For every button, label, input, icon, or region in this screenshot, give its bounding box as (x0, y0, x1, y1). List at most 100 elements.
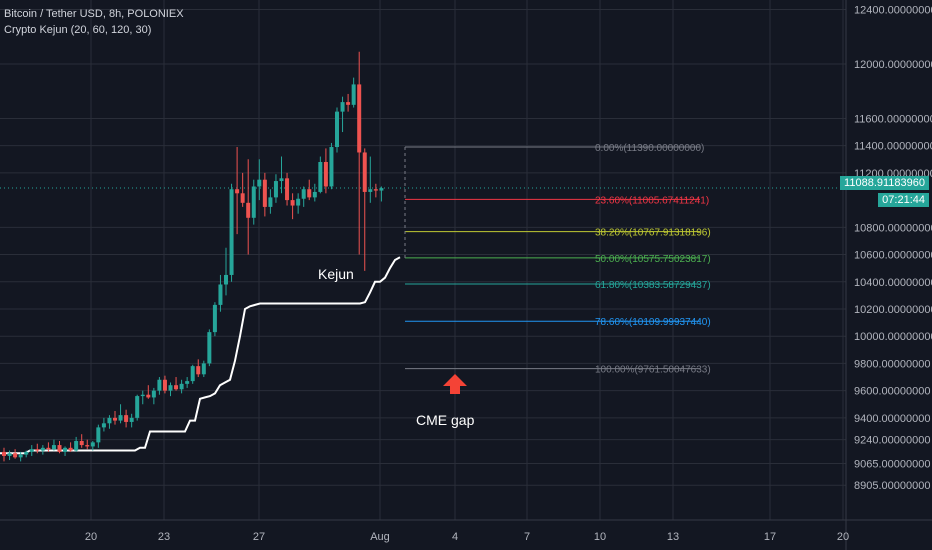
candle-body (101, 423, 106, 428)
candle-body (179, 383, 184, 390)
candle-body (40, 447, 45, 451)
candle-body (273, 181, 278, 198)
indicator-legend[interactable]: Crypto Kejun (20, 60, 120, 30) (4, 24, 152, 36)
candle-body (79, 440, 84, 446)
price-axis-tick-label: 10800.00000000 (854, 222, 932, 234)
time-axis-tick-label: 13 (667, 531, 679, 543)
candle-body (157, 379, 162, 391)
time-axis-tick-label: Aug (370, 531, 390, 543)
current-price-label: 11088.91183960 (840, 176, 929, 190)
price-axis-tick-label: 12000.00000000 (854, 59, 932, 71)
candle-body (301, 189, 306, 199)
candle-body (24, 451, 29, 455)
candle-body (312, 191, 317, 198)
fib-level-label: 61.80%(10383.58729437) (595, 280, 711, 291)
candle-body (2, 451, 6, 456)
price-axis-tick-label: 9400.00000000 (854, 413, 930, 425)
candle-body (251, 186, 256, 218)
candle-body (207, 332, 212, 364)
candle-body (96, 427, 101, 443)
fib-level-label: 78.60%(10109.99937440) (595, 317, 711, 328)
candle-body (29, 449, 34, 452)
candle-body (146, 394, 151, 398)
candle-body (7, 453, 12, 456)
price-axis-tick-label: 12400.00000000 (854, 5, 932, 17)
price-axis-tick-label: 11400.00000000 (854, 141, 932, 153)
time-axis-tick-label: 4 (452, 531, 458, 543)
candle-body (201, 363, 206, 375)
fib-level-label: 38.20%(10767.91318196) (595, 228, 711, 239)
candle-body (212, 304, 217, 333)
price-axis-tick-label: 10000.00000000 (854, 331, 932, 343)
symbol-title: Bitcoin / Tether USD, 8h, POLONIEX (4, 8, 184, 20)
candle-body (190, 366, 195, 382)
candle-body (63, 447, 68, 452)
up-arrow-icon (443, 374, 467, 394)
candle-body (307, 189, 312, 198)
candle-body (318, 161, 323, 192)
time-axis-tick-label: 10 (594, 531, 606, 543)
fib-level-label: 100.00%(9761.50047633) (595, 365, 711, 376)
time-axis-tick-label: 20 (85, 531, 97, 543)
candle-body (168, 385, 173, 391)
candle-body (373, 189, 378, 191)
price-axis-tick-label: 10600.00000000 (854, 250, 932, 262)
price-axis-tick-label: 8905.00000000 (854, 480, 930, 492)
candle-body (285, 178, 290, 201)
time-axis-tick-label: 17 (764, 531, 776, 543)
candle-body (329, 147, 334, 187)
candle-body (51, 445, 56, 450)
candle-body (340, 102, 345, 112)
price-axis-tick-label: 9800.00000000 (854, 358, 930, 370)
candle-body (379, 188, 384, 191)
time-axis-tick-label: 20 (837, 531, 849, 543)
candle-body (229, 189, 234, 275)
candle-body (296, 198, 301, 206)
candle-body (151, 390, 156, 398)
candle-body (235, 189, 240, 194)
price-axis-tick-label: 9240.00000000 (854, 435, 930, 447)
candle-body (262, 179, 267, 207)
time-axis-tick-label: 23 (158, 531, 170, 543)
price-axis-tick-label: 9600.00000000 (854, 386, 930, 398)
candle-body (346, 102, 351, 105)
candle-body (362, 152, 367, 192)
candle-body (335, 111, 339, 148)
candle-body (257, 179, 262, 187)
candle-body (357, 84, 362, 153)
candle-body (218, 284, 223, 305)
candle-body (118, 415, 123, 421)
candle-body (57, 445, 62, 452)
time-axis-tick-label: 7 (524, 531, 530, 543)
bar-countdown-label: 07:21:44 (878, 193, 929, 207)
candle-body (323, 161, 328, 187)
fib-level-label: 0.00%(11390.00000000) (595, 143, 704, 154)
fib-level-label: 50.00%(10575.75023817) (595, 254, 711, 265)
candle-body (140, 394, 145, 397)
candle-body (90, 442, 95, 447)
candle-body (107, 417, 112, 424)
candle-body (224, 274, 228, 285)
candle-body (279, 178, 284, 182)
candle-body (290, 200, 295, 206)
candle-body (85, 445, 90, 447)
candle-body (68, 447, 73, 451)
candle-body (185, 381, 190, 384)
candle-body (240, 193, 245, 203)
cme-gap-annotation: CME gap (416, 412, 475, 428)
candle-body (129, 417, 134, 422)
candle-body (113, 417, 117, 421)
candle-body (35, 449, 40, 451)
candle-body (174, 385, 179, 390)
price-axis-tick-label: 10400.00000000 (854, 277, 932, 289)
price-axis-tick-label: 10200.00000000 (854, 304, 932, 316)
candle-body (18, 454, 23, 458)
candle-body (124, 415, 129, 422)
fib-level-label: 23.60%(11005.67411241) (595, 195, 709, 206)
price-axis-tick-label: 9065.00000000 (854, 458, 930, 470)
candle-body (13, 453, 18, 458)
kejun-annotation: Kejun (318, 266, 354, 282)
time-axis-tick-label: 27 (253, 531, 265, 543)
